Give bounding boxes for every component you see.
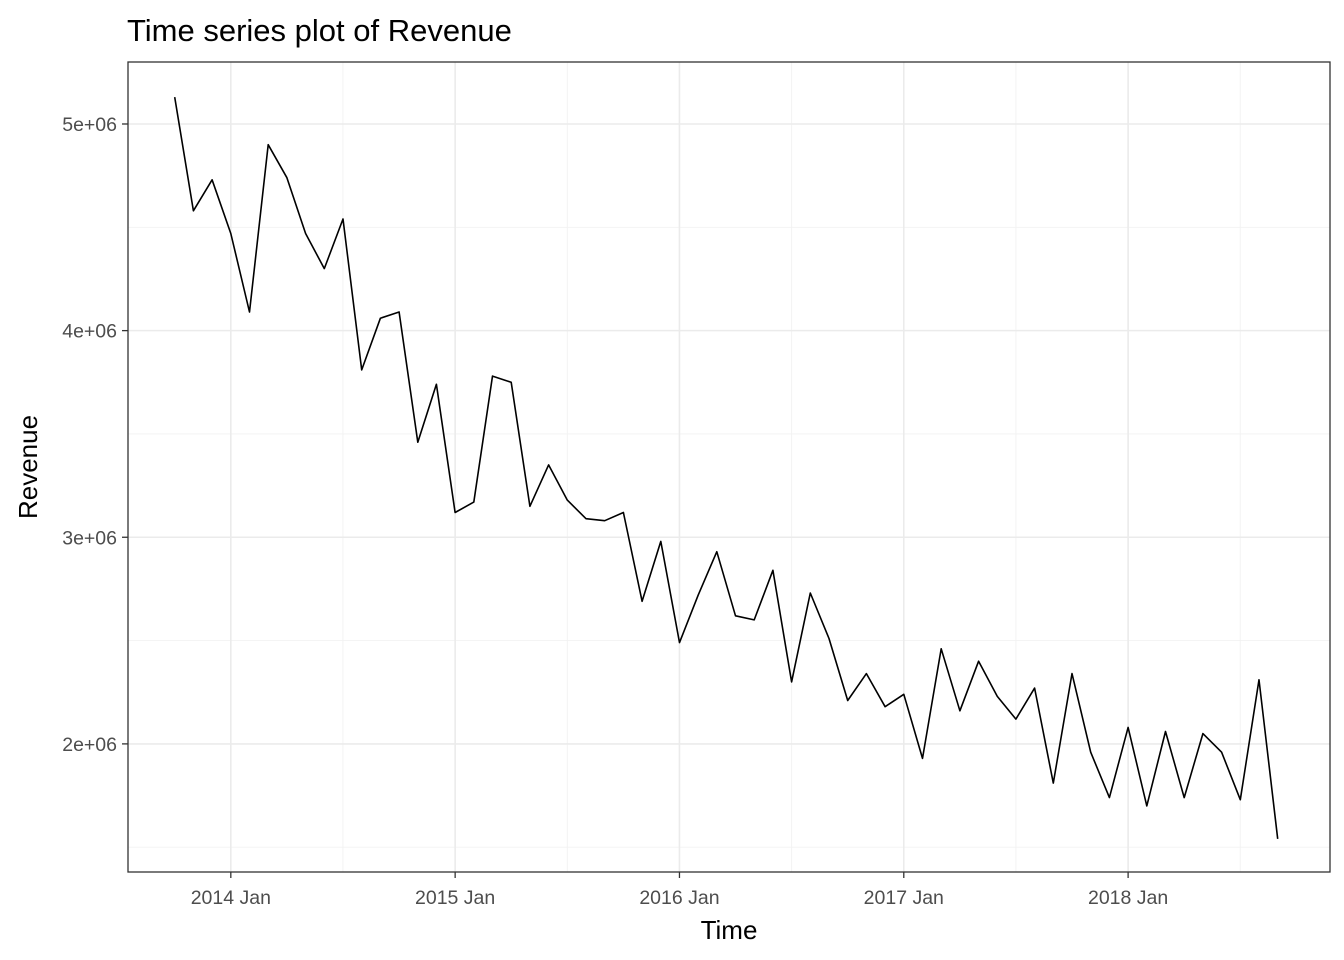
y-axis-title: Revenue [13,415,43,519]
x-tick-label: 2014 Jan [191,887,271,909]
revenue-series-line [173,96,1279,839]
plot-panel-border [127,61,1331,873]
axes: 2014 Jan 2015 Jan 2016 Jan 2017 Jan 2018 Jan… [62,114,1168,909]
x-tick-label: 2016 Jan [639,887,719,909]
y-tick-label: 5e+06 [62,114,117,136]
x-tick-label: 2017 Jan [864,887,944,909]
series [173,96,1279,839]
x-axis-title: Time [701,915,758,945]
x-tick-label: 2018 Jan [1088,887,1168,909]
y-tick-label: 3e+06 [62,527,117,549]
grid [128,62,1330,872]
y-tick-label: 4e+06 [62,321,117,343]
y-tick-label: 2e+06 [62,734,117,756]
chart-title: Time series plot of Revenue [127,13,512,48]
x-tick-label: 2015 Jan [415,887,495,909]
